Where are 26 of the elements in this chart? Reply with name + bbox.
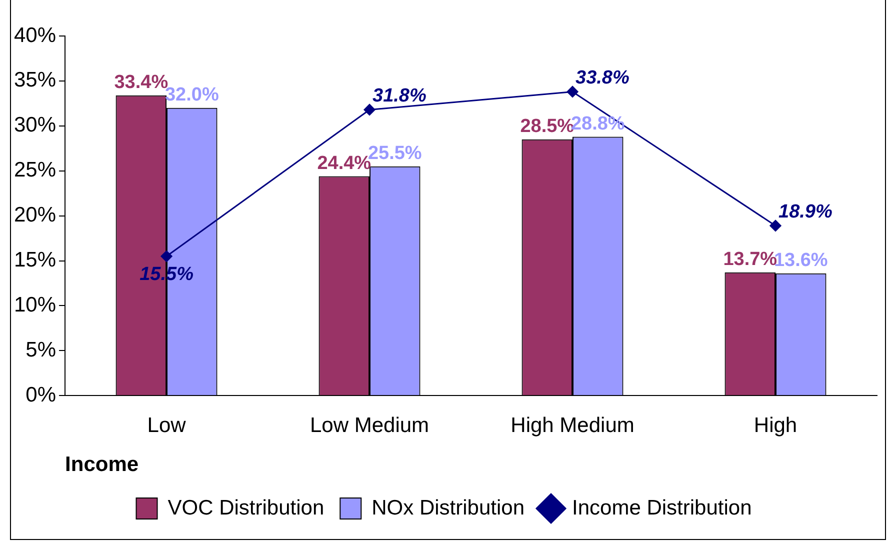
data-label: 18.9% bbox=[778, 201, 832, 222]
x-tick-label: High Medium bbox=[510, 414, 634, 437]
y-tick-label: 25% bbox=[14, 158, 56, 182]
x-axis-title: Income bbox=[65, 453, 139, 476]
y-tick-label: 15% bbox=[14, 248, 56, 272]
legend-label: NOx Distribution bbox=[372, 496, 525, 520]
legend-label: VOC Distribution bbox=[168, 496, 324, 520]
y-tick-label: 40% bbox=[14, 24, 56, 47]
data-label: 13.6% bbox=[774, 250, 828, 272]
data-label: 31.8% bbox=[372, 85, 426, 106]
point bbox=[770, 220, 782, 232]
data-label: 15.5% bbox=[140, 264, 194, 285]
y-tick-label: 20% bbox=[14, 204, 56, 227]
y-tick-label: 5% bbox=[26, 338, 56, 362]
data-label: 33.8% bbox=[576, 67, 630, 88]
y-tick-label: 35% bbox=[14, 68, 56, 92]
y-tick-label: 0% bbox=[26, 383, 56, 406]
x-tick-label: Low Medium bbox=[310, 414, 430, 437]
y-tick-label: 10% bbox=[14, 293, 56, 316]
x-tick-label: Low bbox=[147, 414, 187, 437]
point bbox=[566, 86, 578, 98]
x-tick-label: High bbox=[754, 414, 798, 437]
legend-label: Income Distribution bbox=[572, 496, 752, 520]
point bbox=[160, 250, 172, 262]
point bbox=[364, 104, 376, 116]
y-tick-label: 30% bbox=[14, 114, 56, 137]
